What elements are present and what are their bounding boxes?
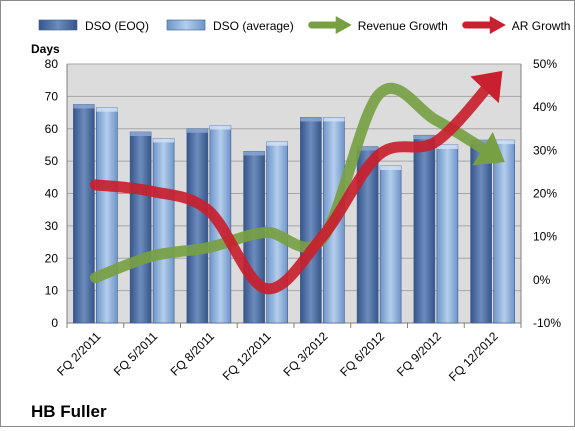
bar-top-highlight <box>300 117 321 121</box>
y-right-tick-label: 50% <box>533 57 557 71</box>
bar-dso-average <box>380 166 401 323</box>
y-left-tick-label: 80 <box>45 57 59 71</box>
x-tick-label: FQ 12/2011 <box>220 329 274 383</box>
bar-top-highlight <box>130 132 151 136</box>
bar-top-highlight <box>323 117 344 121</box>
y-right-tick-label: 10% <box>533 230 557 244</box>
bar-dso-average <box>153 138 174 323</box>
bar-top-highlight <box>210 126 231 130</box>
legend-swatch-dso-average- <box>167 20 205 30</box>
bar-dso-eoq <box>414 135 435 323</box>
y-right-tick-label: -10% <box>533 316 561 330</box>
legend-label-dso-average-: DSO (average) <box>213 19 294 33</box>
y-left-tick-label: 70 <box>45 89 59 103</box>
x-tick-label: FQ 3/2012 <box>281 329 331 379</box>
chart-legend: DSO (EOQ) DSO (average) Revenue Growth AR G… <box>39 16 570 34</box>
bar-dso-eoq <box>300 117 321 323</box>
y-left-axis-label: Days <box>31 42 60 56</box>
legend-label-ar-growth: AR Growth <box>512 19 571 33</box>
bar-top-highlight <box>187 129 208 133</box>
bar-dso-eoq <box>73 104 94 323</box>
y-left-tick-label: 50 <box>45 154 59 168</box>
y-right-tick-label: 0% <box>533 273 551 287</box>
bar-top-highlight <box>244 151 265 155</box>
bar-top-highlight <box>96 108 117 112</box>
bar-dso-average <box>96 108 117 323</box>
x-tick-label: FQ 9/2012 <box>394 329 444 379</box>
x-tick-label: FQ 8/2011 <box>168 329 218 379</box>
legend-arrow-ar-growth <box>490 16 506 34</box>
x-tick-label: FQ 5/2011 <box>111 329 161 379</box>
y-left-tick-label: 60 <box>45 122 59 136</box>
bar-dso-average <box>437 145 458 323</box>
bar-top-highlight <box>73 104 94 108</box>
x-tick-label: FQ 12/2012 <box>446 329 501 384</box>
legend-label-dso-eoq-: DSO (EOQ) <box>85 19 149 33</box>
legend-arrow-revenue-growth <box>336 16 352 34</box>
bar-dso-average <box>494 140 515 323</box>
y-right-tick-label: 40% <box>533 100 557 114</box>
bar-top-highlight <box>153 138 174 142</box>
y-left-tick-label: 40 <box>45 187 59 201</box>
y-left-tick-label: 20 <box>45 251 59 265</box>
chart-title: HB Fuller <box>31 402 107 421</box>
bar-dso-eoq <box>187 129 208 323</box>
y-left-tick-label: 10 <box>45 284 59 298</box>
y-right-tick-label: 30% <box>533 143 557 157</box>
legend-swatch-dso-eoq- <box>39 20 77 30</box>
y-left-tick-label: 0 <box>51 316 58 330</box>
y-left-tick-label: 30 <box>45 219 59 233</box>
bar-top-highlight <box>267 142 288 146</box>
x-tick-label: FQ 6/2012 <box>337 329 387 379</box>
bar-dso-eoq <box>471 140 492 323</box>
y-right-tick-label: 20% <box>533 187 557 201</box>
bar-dso-eoq <box>130 132 151 323</box>
x-tick-label: FQ 2/2011 <box>54 329 104 379</box>
bar-top-highlight <box>380 166 401 170</box>
legend-label-revenue-growth: Revenue Growth <box>358 19 448 33</box>
